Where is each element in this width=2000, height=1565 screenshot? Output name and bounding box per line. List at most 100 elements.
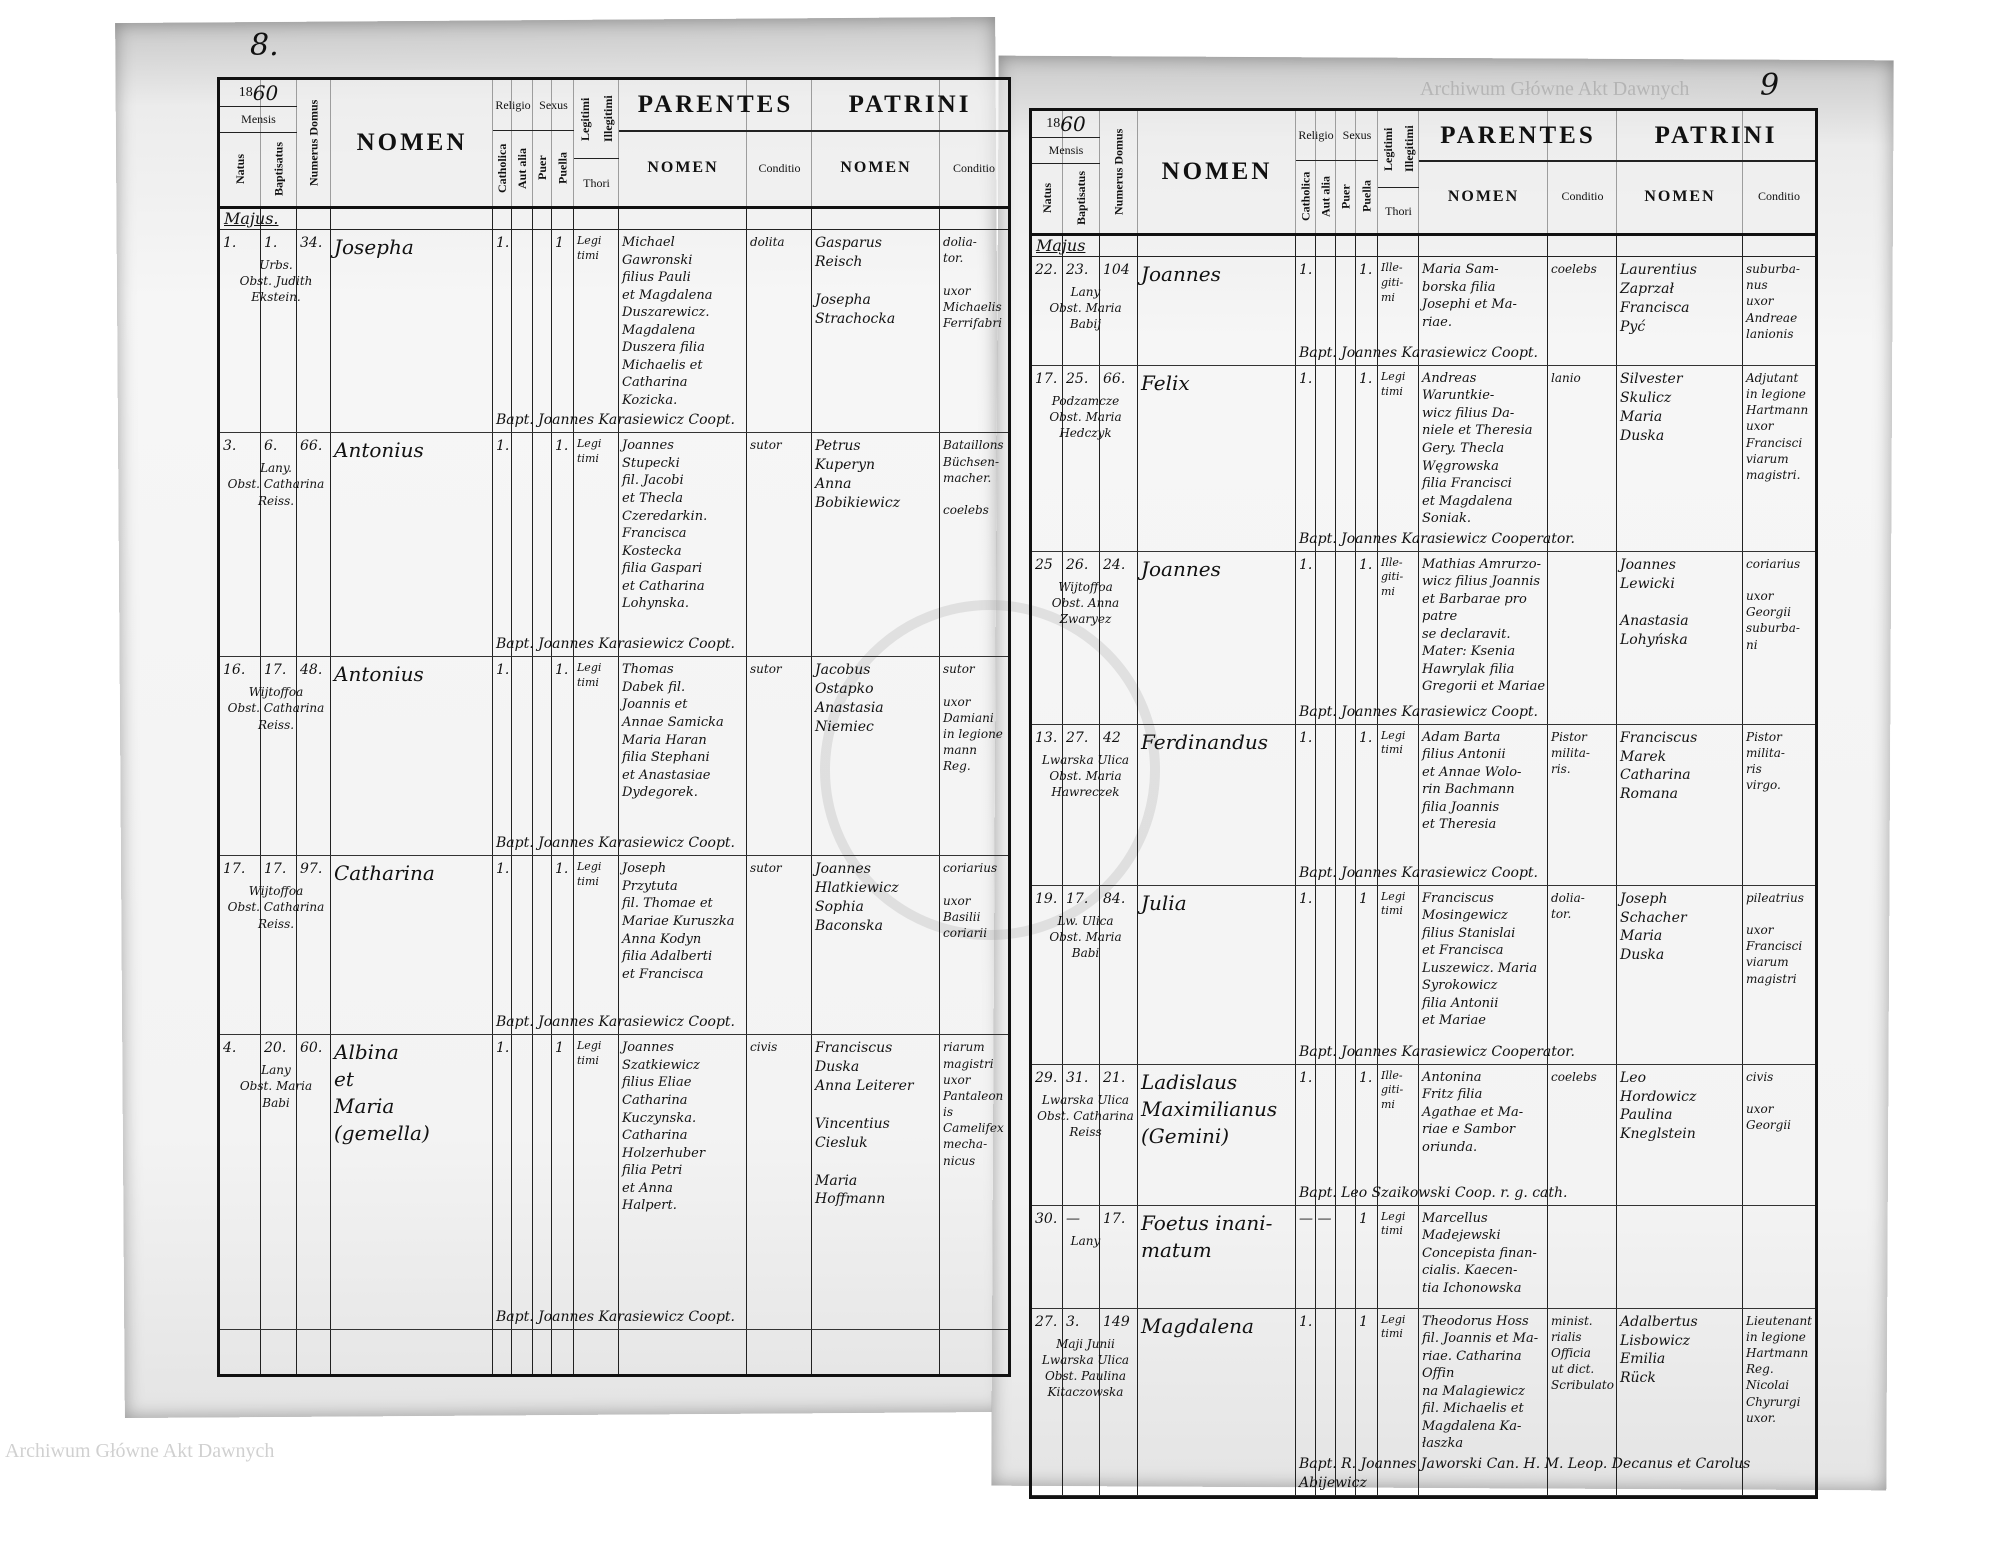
- thori-header: Thori: [574, 158, 619, 207]
- child-name: Albina et Maria (gemella): [334, 1040, 430, 1146]
- puella-header: Puella: [1359, 180, 1374, 213]
- parents-names: Joannes Stupecki fil. Jacobi et Thecla C…: [622, 438, 708, 612]
- parents-names: Marcellus Madejewski Concepista finan- c…: [1422, 1210, 1537, 1296]
- column-rule: [493, 80, 512, 1374]
- natus-date: 25: [1035, 556, 1053, 573]
- godparents-condition: coriarius uxor Basilii coriarii: [943, 861, 998, 941]
- godparents-names: Petrus Kuperyn Anna Bobikiewicz: [815, 438, 901, 512]
- baptizer-line: Bapt. Joannes Karasiewicz Coopt.: [496, 412, 735, 429]
- house-number: 48.: [300, 662, 323, 679]
- godparents-names: Adalbertus Lisbowicz Emilia Rück: [1620, 1313, 1698, 1387]
- parents-names: Antonina Fritz filia Agathae et Ma- riae…: [1422, 1069, 1524, 1155]
- column-rule: [1356, 111, 1378, 1496]
- birth-place-midwife: Lany Obst. Maria Babij: [1049, 284, 1122, 332]
- watermark-top-right: Archiwum Główne Akt Dawnych: [1420, 78, 1690, 100]
- baptizer-line: Bapt. Leo Szaikowski Coop. r. g. cath.: [1299, 1184, 1568, 1201]
- column-rule: [1419, 111, 1548, 1496]
- baptism-date: 25.: [1066, 370, 1089, 387]
- religion-mark: 1.: [496, 235, 510, 251]
- parents-condition: coelebs: [1551, 1069, 1597, 1084]
- parents-names: Joannes Szatkiewicz filius Eliae Cathari…: [622, 1040, 706, 1214]
- page-number-left: 8.: [250, 28, 279, 63]
- house-number: 34.: [300, 235, 323, 251]
- godparents-condition: Lieutenant in legione Hartmann Reg. Nico…: [1746, 1313, 1812, 1425]
- column-rule: [331, 80, 493, 1374]
- religion-mark: 1.: [1299, 1313, 1313, 1330]
- house-number: 66.: [1103, 370, 1126, 387]
- child-name: Ferdinandus: [1141, 729, 1269, 754]
- godparents-condition: civis uxor Georgii: [1746, 1069, 1792, 1133]
- natus-date: 29.: [1035, 1069, 1058, 1086]
- numerus-domus-header: Numerus Domus: [1111, 128, 1126, 216]
- natus-date: 13.: [1035, 729, 1058, 746]
- birth-place-midwife: Lany Obst. Maria Babi: [239, 1063, 313, 1110]
- birth-place-midwife: Lany. Obst. Catharina Reiss.: [227, 461, 325, 508]
- aut-alia-header: Aut alia: [1318, 176, 1333, 218]
- register-table-right: 18 60 Mensis Natus Baptisatus Numerus Domus NO…: [1029, 108, 1818, 1499]
- house-number: 42: [1103, 729, 1121, 746]
- child-name: Antonius: [334, 662, 424, 687]
- page-number-right: 9: [1760, 68, 1780, 103]
- birth-place-midwife: Urbs. Obst. Judith Ekstein.: [239, 257, 313, 305]
- column-rule: [812, 80, 940, 1374]
- table-header: 18 60 Mensis Natus Baptisatus Numerus Domus NO…: [1032, 111, 1815, 236]
- column-rule: [1548, 111, 1617, 1496]
- religio-header: Religio: [1296, 111, 1336, 161]
- baptism-date: 1.: [264, 235, 278, 251]
- register-entry: 27. 3. 149 Maji Junii Lwarska Ulica Obst. P…: [1032, 1309, 1815, 1496]
- year-prefix: 18: [1046, 116, 1061, 131]
- baptism-date: 17.: [1066, 890, 1089, 907]
- column-rule: [220, 80, 261, 1374]
- godparents-names: Gasparus Reisch Josepha Strachocka: [815, 235, 896, 327]
- legitimacy: Legi timi: [1381, 1312, 1406, 1341]
- godparents-condition: Bataillons Büchsen- macher. coelebs: [943, 438, 1004, 518]
- godparents-names: Joannes Lewicki Anastasia Lohyńska: [1620, 556, 1689, 649]
- baptizer-line: Bapt. R. Joannes Jaworski Can. H. M. Leo…: [1299, 1456, 1751, 1491]
- parents-condition: lanio: [1551, 370, 1581, 385]
- parents-condition: dolita: [750, 235, 785, 249]
- register-entry: 4. 20. 60. Lany Obst. Maria Babi Albina et M…: [220, 1035, 1008, 1331]
- catholica-header: Catholica: [1298, 171, 1313, 222]
- baptisatus-header: Baptisatus: [271, 141, 286, 197]
- parents-names: Thomas Dabek fil. Joannis et Annae Samic…: [622, 662, 724, 801]
- baptism-date: 17.: [264, 662, 287, 679]
- column-rule: [1296, 111, 1316, 1496]
- column-rule: [1316, 111, 1336, 1496]
- column-rule: [261, 80, 297, 1374]
- year-handwritten: 60: [252, 81, 279, 105]
- sex-mark: 1: [555, 1040, 564, 1057]
- puer-header: Puer: [535, 155, 549, 181]
- legitimacy: Legi timi: [577, 860, 602, 889]
- legitimacy: Legi timi: [1381, 728, 1406, 757]
- sex-mark: 1: [1359, 1210, 1368, 1227]
- baptizer-line: Bapt. Joannes Karasiewicz Coopt.: [496, 1309, 735, 1326]
- house-number: 97.: [300, 861, 323, 878]
- sex-mark: 1.: [555, 438, 569, 455]
- column-rule: [297, 80, 331, 1374]
- house-number: 104: [1103, 262, 1130, 278]
- legitimacy: Legi timi: [577, 437, 602, 466]
- natus-date: 16.: [223, 662, 246, 679]
- natus-date: 1.: [223, 235, 237, 251]
- baptizer-line: Bapt. Joannes Karasiewicz Coopt.: [1299, 864, 1538, 881]
- column-rules: [220, 80, 1008, 1374]
- column-rule: [574, 80, 619, 1374]
- godparents-names: Franciscus Marek Catharina Romana: [1620, 729, 1698, 803]
- godparents-names: Leo Hordowicz Paulina Kneglstein: [1620, 1069, 1697, 1143]
- baptizer-line: Bapt. Joannes Karasiewicz Coopt.: [496, 1014, 735, 1031]
- sex-mark: 1.: [1359, 370, 1373, 387]
- parents-condition: Pistor milita- ris.: [1551, 729, 1590, 777]
- religion-mark: 1.: [1299, 1069, 1313, 1086]
- parents-condition: minist. rialis Officia ut dict. Scribula…: [1551, 1313, 1614, 1393]
- natus-header: Natus: [233, 154, 247, 185]
- baptism-date: 17.: [264, 861, 287, 878]
- column-rule: [533, 80, 552, 1374]
- puer-header: Puer: [1338, 184, 1353, 209]
- year-label: 18 60: [220, 80, 297, 107]
- religion-mark: 1.: [496, 438, 510, 455]
- parentes-conditio-header: Conditio: [758, 160, 801, 175]
- baptizer-line: Bapt. Joannes Karasiewicz Coopt.: [1299, 344, 1538, 361]
- numerus-domus-header: Numerus Domus: [306, 99, 321, 187]
- religion-mark: 1.: [496, 861, 510, 878]
- child-name: Magdalena: [1141, 1313, 1254, 1338]
